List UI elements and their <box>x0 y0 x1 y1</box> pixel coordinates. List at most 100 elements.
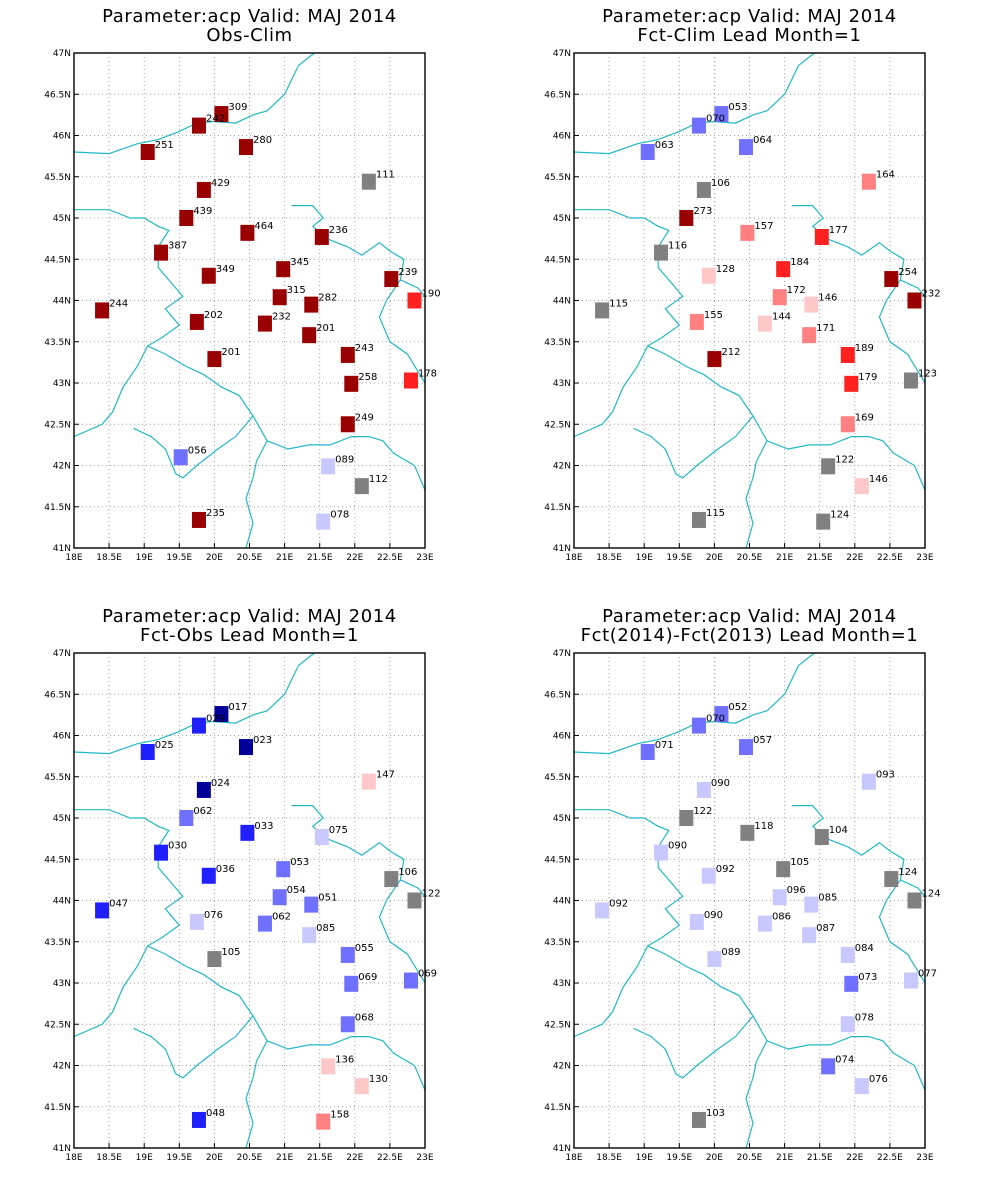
border-line <box>74 53 334 155</box>
station-value-label: 103 <box>706 1108 725 1119</box>
station-marker <box>179 810 194 826</box>
border-line <box>74 809 184 1038</box>
station-marker <box>679 210 694 226</box>
x-tick-label: 22.5E <box>377 1153 403 1163</box>
station-value-label: 158 <box>330 1110 349 1121</box>
y-tick-label: 42.5N <box>44 1020 71 1030</box>
station-marker <box>814 828 829 845</box>
station-marker <box>276 261 291 278</box>
x-tick-label: 22E <box>346 1153 363 1163</box>
station-value-label: 122 <box>693 806 712 817</box>
map-panel-4: Parameter:acp Valid: MAJ 2014Fct(2014)-F… <box>544 606 940 1163</box>
station-marker <box>340 346 355 363</box>
station-marker <box>861 173 876 190</box>
station-value-label: 075 <box>329 825 348 836</box>
station-value-label: 093 <box>876 770 895 781</box>
station-value-label: 111 <box>376 170 395 181</box>
x-tick-label: 22.5E <box>877 553 903 563</box>
panel-subtitle: Fct(2014)-Fct(2013) Lead Month=1 <box>581 625 919 646</box>
station-marker <box>691 717 706 734</box>
x-tick-label: 19.5E <box>166 553 192 563</box>
station-marker <box>776 261 791 278</box>
station-marker <box>214 106 229 123</box>
border-line <box>633 945 754 1079</box>
x-tick-label: 18E <box>565 1153 582 1163</box>
station-marker <box>314 228 329 245</box>
station-value-label: 070 <box>706 114 725 125</box>
station-marker <box>354 1078 369 1095</box>
station-marker <box>854 478 869 495</box>
station-marker <box>189 913 204 930</box>
station-value-label: 087 <box>816 923 835 934</box>
station-value-label: 086 <box>772 912 791 923</box>
y-tick-label: 43N <box>53 379 71 389</box>
station-value-label: 239 <box>398 267 417 278</box>
station-marker <box>321 1058 336 1075</box>
station-value-label: 106 <box>398 867 417 878</box>
x-tick-label: 21E <box>776 1153 793 1163</box>
station-marker <box>276 861 291 878</box>
station-value-label: 155 <box>704 310 723 321</box>
station-marker <box>344 975 359 992</box>
y-tick-label: 42.5N <box>544 420 571 430</box>
x-tick-label: 18.5E <box>96 1153 122 1163</box>
station-marker <box>179 210 194 226</box>
station-marker <box>191 717 206 734</box>
x-tick-label: 19E <box>636 1153 653 1163</box>
y-tick-label: 44N <box>53 897 71 907</box>
border-line <box>766 436 925 491</box>
panel-subtitle: Obs-Clim <box>206 25 292 46</box>
station-marker <box>238 139 253 156</box>
station-value-label: 280 <box>253 135 272 146</box>
country-borders <box>574 53 925 548</box>
station-value-label: 069 <box>358 972 377 983</box>
panel-title: Parameter:acp Valid: MAJ 2014 <box>102 606 397 627</box>
station-value-label: 232 <box>921 289 940 300</box>
panel-title: Parameter:acp Valid: MAJ 2014 <box>102 6 397 27</box>
border-line <box>74 653 334 755</box>
station-marker <box>738 739 753 756</box>
border-line <box>378 879 425 984</box>
station-value-label: 030 <box>168 841 187 852</box>
station-value-label: 068 <box>355 1012 374 1023</box>
station-marker <box>679 810 694 826</box>
border-line <box>574 809 684 1038</box>
station-marker <box>804 296 819 313</box>
station-marker <box>189 313 204 330</box>
station-value-label: 146 <box>869 474 888 485</box>
station-marker <box>240 224 255 241</box>
panel-title: Parameter:acp Valid: MAJ 2014 <box>602 6 897 27</box>
station-marker <box>740 224 755 241</box>
station-value-label: 096 <box>787 885 806 896</box>
station-value-label: 064 <box>753 135 772 146</box>
border-line <box>847 841 925 897</box>
station-value-label: 023 <box>253 735 272 746</box>
border-line <box>766 1035 925 1091</box>
country-borders <box>574 653 925 1148</box>
station-value-label: 106 <box>711 178 730 189</box>
panel-subtitle: Fct-Obs Lead Month=1 <box>140 625 359 646</box>
y-tick-label: 46.5N <box>44 90 71 100</box>
station-value-label: 047 <box>109 898 128 909</box>
station-marker <box>816 513 831 530</box>
station-value-label: 089 <box>335 454 354 465</box>
station-marker <box>191 511 206 528</box>
station-marker <box>740 824 755 841</box>
y-tick-label: 47N <box>53 49 71 59</box>
x-tick-label: 20.5E <box>737 553 763 563</box>
y-tick-label: 41.5N <box>44 1103 71 1113</box>
station-marker <box>691 511 706 528</box>
station-marker <box>95 902 110 919</box>
station-marker <box>595 902 610 919</box>
border-line <box>878 279 925 384</box>
y-tick-label: 42N <box>553 1062 571 1072</box>
station-value-label: 025 <box>155 740 174 751</box>
station-value-label: 054 <box>287 885 306 896</box>
border-line <box>791 804 849 848</box>
station-value-label: 112 <box>369 474 388 485</box>
station-marker <box>173 449 188 466</box>
y-tick-label: 41.5N <box>544 503 571 513</box>
station-value-label: 104 <box>829 825 848 836</box>
station-value-label: 062 <box>272 912 291 923</box>
